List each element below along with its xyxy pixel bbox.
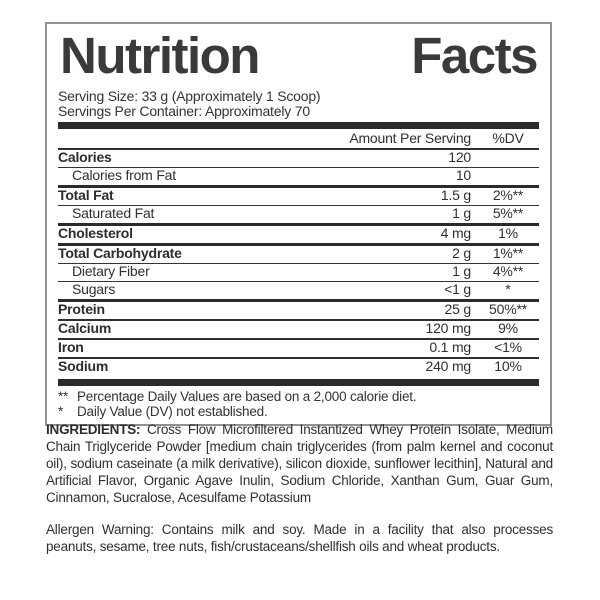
nutrient-dv: 2%** [492,187,524,203]
ingredients-paragraph: INGREDIENTS: Cross Flow Microfiltered In… [46,421,553,506]
dv-column-header: %DV [492,130,524,146]
nutrient-dv: 5%** [492,205,524,221]
nutrient-name: Total Carbohydrate [58,245,182,261]
table-row-protein: Protein 25 g 50%** [58,299,539,319]
table-row-iron: Iron 0.1 mg <1% [58,338,539,357]
nutrient-name: Saturated Fat [72,205,155,221]
nutrient-amount: <1 g [444,281,471,297]
allergen-warning-paragraph: Allergen Warning: Contains milk and soy.… [46,522,553,554]
table-row-calcium: Calcium 120 mg 9% [58,319,539,338]
nutrient-name: Iron [58,339,84,355]
nutrient-name: Total Fat [58,187,114,203]
table-row-dietary-fiber: Dietary Fiber 1 g 4%** [58,263,539,281]
table-row-total-fat: Total Fat 1.5 g 2%** [58,185,539,205]
nutrient-amount: 240 mg [425,358,472,374]
bottom-divider-bar [58,379,539,386]
table-row-total-carbohydrate: Total Carbohydrate 2 g 1%** [58,243,539,263]
amount-column-header: Amount Per Serving [349,130,471,146]
title-word-facts: Facts [411,27,538,84]
table-row-sugars: Sugars <1 g * [58,281,539,299]
nutrient-name: Calories from Fat [72,167,176,183]
nutrient-amount: 1.5 g [440,187,471,203]
table-row-calories: Calories 120 [58,148,539,167]
table-row-sodium: Sodium 240 mg 10% [58,357,539,376]
footnotes: ** Percentage Daily Values are based on … [58,389,539,419]
footnote-marker: ** [58,389,69,404]
nutrient-name: Calcium [58,320,112,336]
table-header-row: Amount Per Serving %DV [58,131,539,148]
nutrient-amount: 4 mg [440,225,472,241]
footnote-marker: * [58,404,64,419]
table-row-cholesterol: Cholesterol 4 mg 1% [58,223,539,243]
servings-per-container-text: Servings Per Container: Approximately 70 [58,103,310,119]
table-row-calories-from-fat: Calories from Fat 10 [58,167,539,185]
nutrient-dv: 4%** [492,263,524,279]
table-row-saturated-fat: Saturated Fat 1 g 5%** [58,205,539,223]
nutrient-name: Cholesterol [58,225,133,241]
nutrient-amount: 1 g [452,205,471,221]
top-divider-bar [58,122,539,129]
nutrient-amount: 0.1 mg [429,339,471,355]
nutrient-amount: 120 [448,149,471,165]
nutrition-facts-panel: Nutrition Facts Serving Size: 33 g (Appr… [45,22,552,426]
nutrient-name: Dietary Fiber [72,263,150,279]
nutrient-dv: 10% [494,358,522,374]
below-panel-text: INGREDIENTS: Cross Flow Microfiltered In… [46,421,553,555]
nutrient-dv: 50%** [489,301,527,317]
footnote-dv-not-established: * Daily Value (DV) not established. [58,404,539,419]
panel-title: Nutrition Facts [58,30,539,82]
footnote-text: Daily Value (DV) not established. [77,404,268,419]
nutrient-name: Sodium [58,358,109,374]
nutrient-amount: 120 mg [425,320,472,336]
nutrient-amount: 2 g [452,245,471,261]
nutrient-dv: 1%** [492,245,524,261]
footnote-daily-values: ** Percentage Daily Values are based on … [58,389,539,404]
title-word-nutrition: Nutrition [60,27,260,84]
nutrient-name: Sugars [72,281,116,297]
nutrient-dv: 9% [498,320,518,336]
nutrient-amount: 25 g [444,301,472,317]
nutrient-dv: <1% [494,339,522,355]
footnote-text: Percentage Daily Values are based on a 2… [77,389,417,404]
nutrient-dv: 1% [498,225,518,241]
nutrient-amount: 1 g [452,263,471,279]
ingredients-text: Cross Flow Microfiltered Instantized Whe… [46,422,553,505]
serving-size-text: Serving Size: 33 g (Approximately 1 Scoo… [58,88,321,104]
nutrient-name: Protein [58,301,105,317]
nutrient-dv: * [505,281,511,297]
ingredients-heading: INGREDIENTS: [46,422,141,437]
nutrient-name: Calories [58,149,112,165]
nutrient-amount: 10 [455,167,471,183]
